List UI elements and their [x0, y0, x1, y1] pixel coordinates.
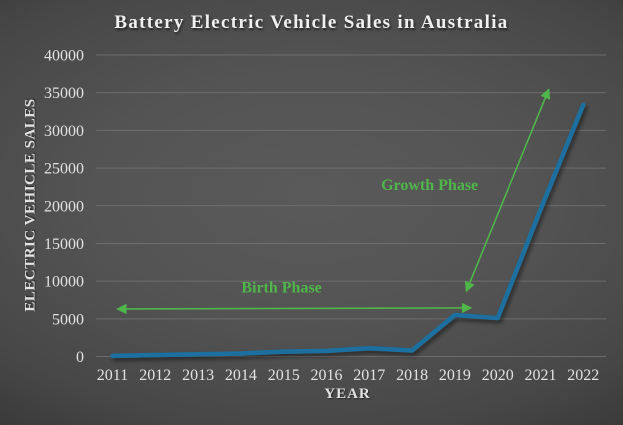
birth-phase-arrow: [116, 302, 473, 315]
x-tick-label: 2021: [525, 367, 557, 384]
x-tick-label: 2017: [353, 367, 385, 384]
x-tick-label: 2016: [311, 367, 343, 384]
x-tick-label: 2020: [482, 367, 514, 384]
x-tick-label: 2022: [567, 367, 599, 384]
y-tick-label: 20000: [44, 198, 84, 215]
y-tick-label: 0: [76, 349, 84, 366]
y-tick-label: 35000: [44, 85, 84, 102]
x-tick-label: 2011: [97, 367, 128, 384]
y-tick-label: 5000: [52, 311, 84, 328]
x-tick-label: 2018: [396, 367, 428, 384]
y-tick-label: 10000: [44, 274, 84, 291]
sales-line: [110, 102, 586, 359]
growth-phase-label: Growth Phase: [381, 177, 478, 194]
growth-phase-arrow: [464, 88, 551, 293]
x-tick-label: 2014: [225, 367, 257, 384]
x-tick-label: 2019: [439, 367, 471, 384]
y-tick-label: 30000: [44, 123, 84, 140]
chart-title: Battery Electric Vehicle Sales in Austra…: [114, 12, 509, 33]
birth-phase-label: Birth Phase: [241, 279, 321, 296]
y-tick-label: 40000: [44, 48, 84, 65]
x-tick-label: 2012: [139, 367, 171, 384]
y-tick-label: 25000: [44, 161, 84, 178]
y-tick-label: 15000: [44, 236, 84, 253]
x-tick-label: 2013: [182, 367, 214, 384]
x-tick-label: 2015: [268, 367, 300, 384]
x-axis-title: YEAR: [324, 386, 371, 402]
